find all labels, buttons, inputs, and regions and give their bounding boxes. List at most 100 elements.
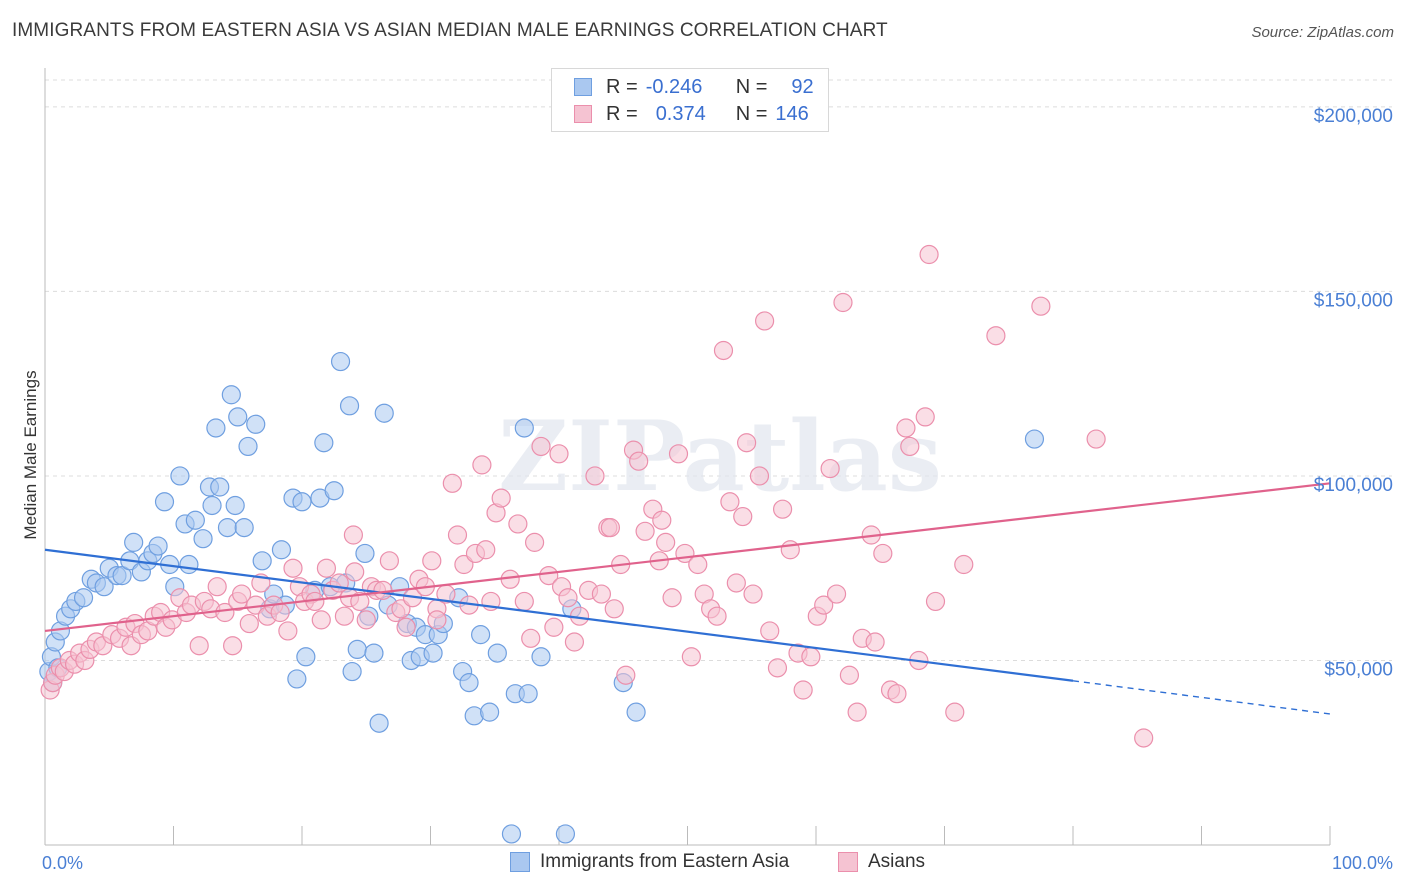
data-point — [539, 565, 559, 586]
data-point — [396, 617, 416, 637]
legend-swatch-blue — [574, 78, 592, 96]
data-point — [600, 518, 621, 538]
data-point — [427, 610, 447, 630]
correlation-legend: R = -0.246 N = 92 R = 0.374 N = 146 — [551, 68, 829, 132]
data-point — [668, 444, 689, 464]
data-point — [442, 473, 462, 493]
data-point — [283, 558, 303, 578]
data-point — [865, 632, 885, 652]
data-point — [246, 414, 266, 434]
data-point — [754, 311, 775, 331]
data-point — [720, 492, 740, 512]
legend-r-label: R = — [606, 75, 638, 98]
trend-lines — [44, 482, 1331, 715]
data-point — [652, 510, 672, 530]
data-point — [558, 588, 578, 608]
trend-line-extension — [1072, 680, 1331, 715]
y-tick-label: $50,000 — [1324, 659, 1393, 680]
data-point — [234, 518, 254, 538]
data-point — [780, 540, 800, 560]
data-point — [508, 514, 528, 534]
data-point — [564, 632, 585, 652]
grid-lines — [45, 79, 1392, 661]
legend-n-label: N = — [735, 102, 768, 125]
data-point — [379, 551, 399, 571]
chart-title: IMMIGRANTS FROM EASTERN ASIA VS ASIAN ME… — [12, 20, 888, 41]
legend-swatch-blue — [510, 852, 530, 872]
data-point — [585, 466, 605, 486]
data-point — [239, 613, 259, 634]
data-point — [316, 558, 337, 578]
data-point — [345, 562, 365, 582]
data-point — [629, 451, 649, 471]
data-point — [925, 591, 946, 612]
data-point — [364, 643, 384, 663]
chart-source: Source: ZipAtlas.com — [1251, 24, 1394, 41]
x-tick-label: 0.0% — [42, 853, 83, 873]
data-point — [514, 591, 534, 612]
data-point — [656, 532, 676, 552]
trend-line — [44, 548, 1074, 682]
data-point — [334, 606, 355, 626]
data-point — [193, 529, 213, 549]
data-point — [238, 436, 258, 457]
data-point — [531, 647, 551, 667]
y-tick-label: $200,000 — [1314, 106, 1393, 127]
legend-r-value: 0.374 — [655, 102, 706, 125]
data-point — [185, 510, 205, 530]
legend-item-asians: Asians — [838, 851, 925, 873]
axes — [44, 68, 1331, 846]
data-point — [374, 403, 394, 423]
data-point — [228, 407, 248, 427]
data-point — [514, 418, 534, 438]
data-point — [626, 702, 646, 722]
data-point — [124, 532, 144, 552]
legend-item-label: Asians — [868, 851, 926, 872]
data-point — [112, 565, 132, 586]
data-point — [252, 551, 272, 571]
data-point — [801, 647, 821, 667]
legend-item-immigrants: Immigrants from Eastern Asia — [510, 851, 789, 873]
legend-n-value: 146 — [775, 102, 809, 125]
data-point — [73, 588, 94, 608]
data-point — [471, 625, 491, 645]
data-point — [847, 702, 867, 722]
data-point — [476, 540, 496, 560]
data-point — [210, 477, 230, 497]
data-point — [154, 492, 175, 512]
data-point — [278, 621, 298, 641]
data-point — [873, 543, 893, 564]
data-point — [524, 532, 545, 552]
y-axis-label: Median Male Earnings — [21, 370, 40, 539]
data-point — [369, 713, 389, 733]
legend-row-pink: R = 0.374 N = 146 — [574, 101, 809, 127]
legend-row-blue: R = -0.246 N = 92 — [574, 74, 814, 100]
data-point — [945, 702, 965, 722]
data-point — [271, 540, 292, 560]
data-point — [544, 617, 564, 637]
data-point — [662, 588, 682, 608]
data-point — [749, 466, 770, 486]
data-point — [521, 628, 541, 648]
data-point — [737, 433, 757, 453]
data-point — [688, 554, 708, 575]
data-point — [225, 495, 245, 516]
data-point — [189, 636, 209, 656]
data-point — [707, 606, 727, 626]
data-point — [347, 639, 367, 660]
data-point — [480, 702, 500, 722]
data-point — [760, 621, 780, 641]
data-point — [342, 661, 362, 682]
data-point — [954, 554, 974, 575]
data-point — [324, 481, 344, 501]
data-point — [207, 577, 227, 597]
data-point — [355, 543, 375, 564]
data-point — [223, 636, 243, 656]
data-point — [292, 492, 312, 512]
data-point — [356, 610, 376, 630]
data-point — [915, 407, 935, 427]
data-point — [170, 466, 190, 486]
data-point — [919, 244, 939, 265]
data-point — [1086, 429, 1106, 449]
